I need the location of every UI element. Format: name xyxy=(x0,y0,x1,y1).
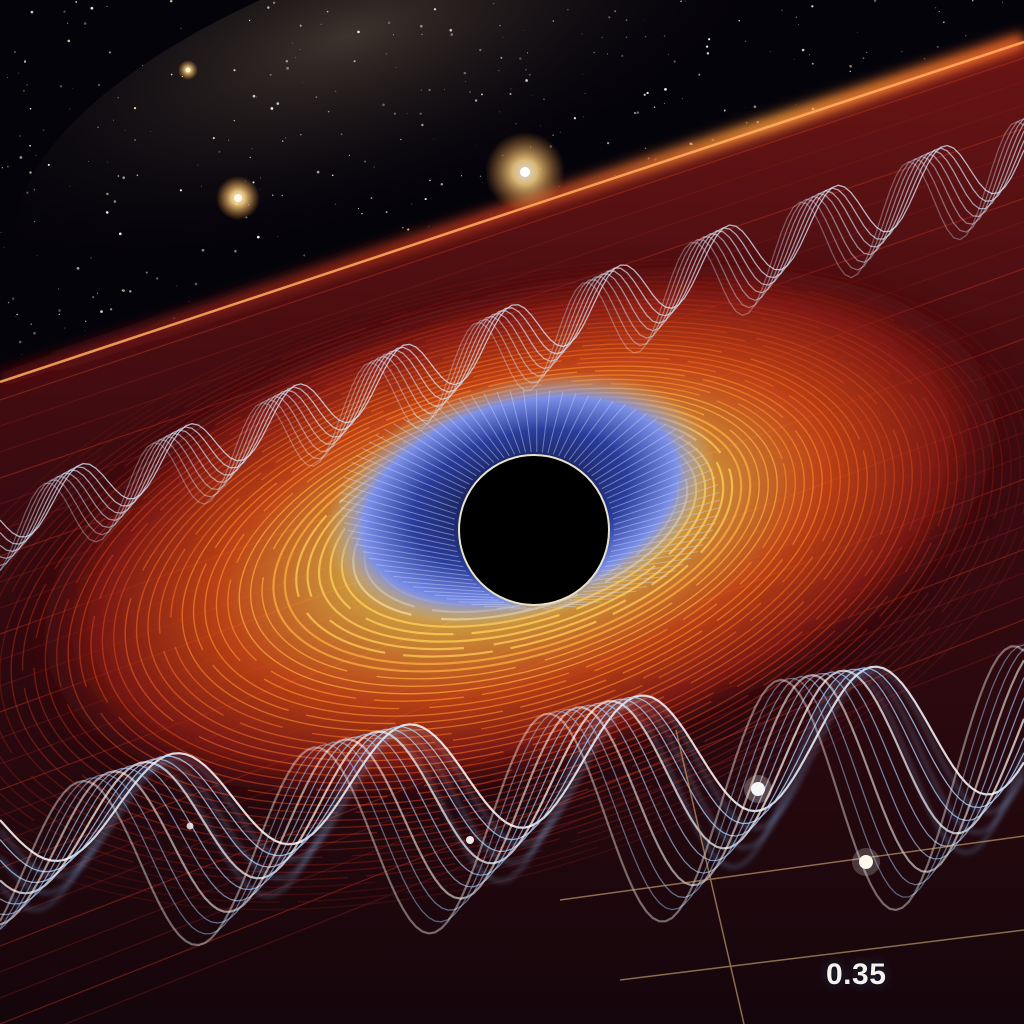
grid-lines xyxy=(559,729,1024,1024)
gravitational-waves xyxy=(0,117,1024,947)
value-label: 0.35 xyxy=(826,958,887,991)
data-points xyxy=(186,775,880,876)
event-horizon xyxy=(458,454,610,606)
inner-funnel xyxy=(339,390,721,611)
